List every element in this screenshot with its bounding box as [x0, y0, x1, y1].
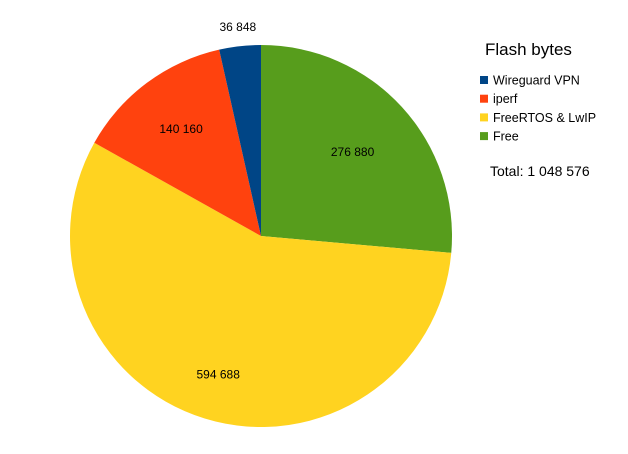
pie-slice-iperf	[94, 49, 261, 236]
pie-slice-wireguard-vpn	[219, 45, 261, 236]
legend-swatch	[480, 132, 488, 141]
legend-entry-label: FreeRTOS & LwIP	[493, 111, 596, 125]
slice-value-label: 594 688	[197, 368, 241, 382]
total-label: Total: 1 048 576	[490, 163, 590, 179]
legend-entry-label: Wireguard VPN	[493, 74, 580, 88]
legend-entry-label: iperf	[493, 92, 518, 106]
slice-labels: 276 880 594 688 140 160 36 848	[159, 20, 374, 382]
pie-slices	[69, 45, 452, 427]
legend: Wireguard VPN iperf FreeRTOS & LwIP Free	[480, 74, 596, 144]
legend-entry-label: Free	[493, 130, 519, 144]
pie-slice-freertos-lwip	[69, 142, 452, 427]
slice-value-label: 276 880	[331, 145, 375, 159]
legend-swatch	[480, 76, 488, 84]
legend-swatch	[480, 94, 488, 103]
slice-value-label: 140 160	[159, 122, 203, 136]
slice-value-label: 36 848	[220, 20, 257, 34]
legend-swatch	[480, 113, 488, 122]
pie-slice-free	[261, 45, 452, 253]
legend-title: Flash bytes	[485, 40, 572, 59]
